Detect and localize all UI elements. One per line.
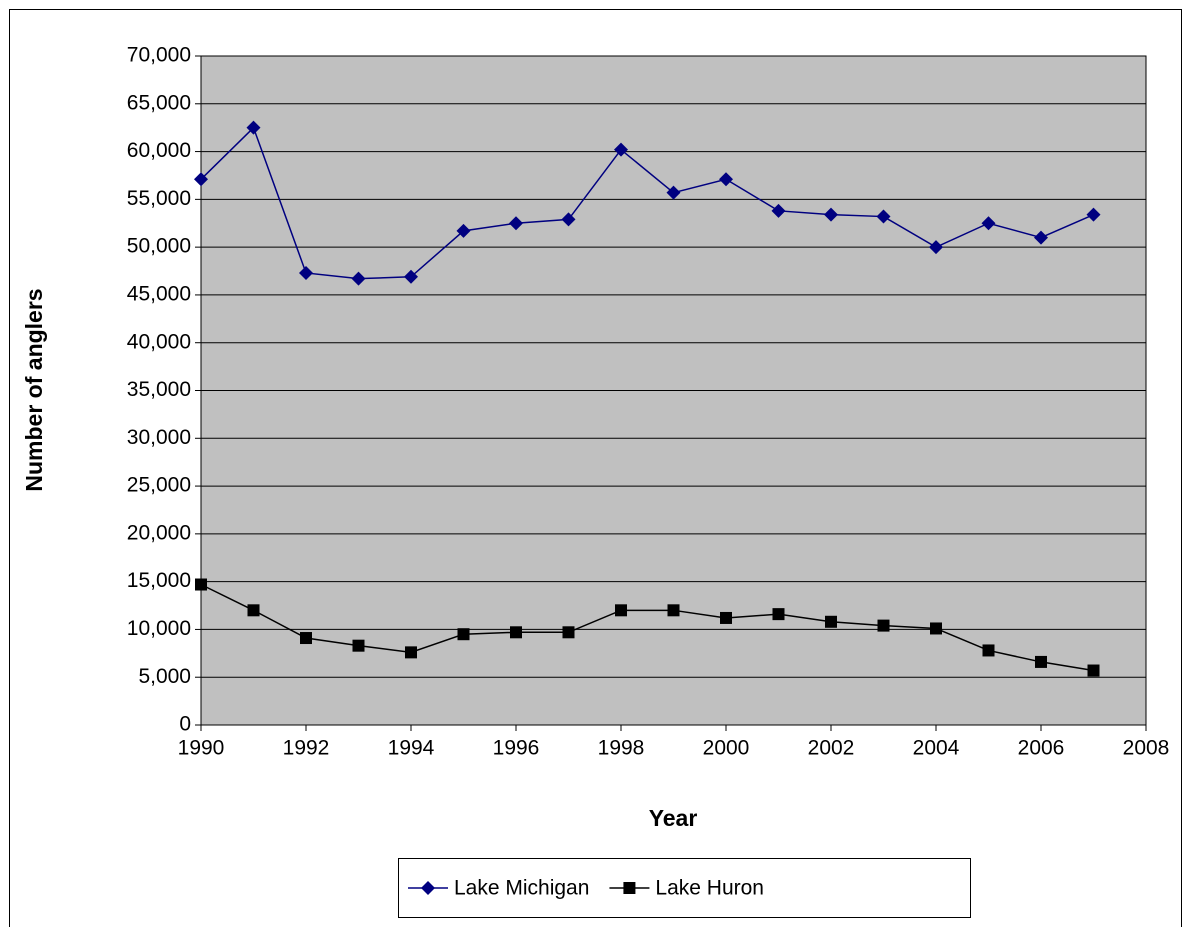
y-tick-label: 30,000 (127, 426, 191, 449)
marker-diamond (194, 172, 208, 187)
x-axis-label: Year (649, 805, 698, 831)
y-tick-label: 40,000 (127, 330, 191, 353)
marker-square (405, 646, 417, 659)
y-tick-label: 35,000 (127, 378, 191, 401)
marker-square (825, 615, 837, 628)
marker-diamond (561, 212, 576, 227)
x-tick-label: 1998 (598, 737, 645, 760)
series-line (200, 126, 1094, 280)
marker-square (562, 626, 575, 639)
legend-label: Lake Huron (655, 877, 764, 900)
marker-diamond (404, 269, 418, 284)
marker-diamond (246, 120, 261, 135)
marker-diamond (1086, 207, 1101, 222)
marker-square (772, 608, 785, 621)
y-tick-label: 50,000 (127, 235, 191, 258)
marker-diamond (929, 240, 943, 255)
y-tick-label: 60,000 (127, 139, 191, 162)
marker-diamond (351, 271, 366, 286)
marker-diamond (981, 216, 996, 231)
y-axis-label: Number of anglers (21, 288, 47, 491)
marker-square (510, 626, 522, 639)
x-tick-label: 2008 (1123, 737, 1170, 760)
x-tick-label: 1990 (178, 737, 225, 760)
y-tick-label: 55,000 (127, 187, 191, 210)
y-tick-label: 65,000 (127, 91, 191, 114)
marker-diamond (614, 142, 628, 157)
marker-square (352, 639, 365, 652)
marker-diamond (456, 223, 471, 238)
y-tick-label: 15,000 (127, 569, 191, 592)
marker-square (195, 578, 207, 591)
marker-square (1035, 655, 1047, 668)
marker-diamond (509, 216, 523, 231)
x-tick-label: 1996 (493, 737, 540, 760)
marker-diamond (824, 207, 838, 222)
marker-square (623, 882, 636, 894)
legend-label: Lake Michigan (454, 877, 589, 900)
marker-square (877, 619, 890, 632)
marker-diamond (719, 172, 733, 187)
legend: Lake Michigan Lake Huron (398, 858, 971, 918)
marker-diamond (876, 209, 891, 224)
marker-square (982, 644, 995, 657)
marker-square (300, 632, 312, 645)
marker-diamond (299, 265, 313, 280)
x-tick-label: 2000 (703, 737, 750, 760)
y-tick-label: 25,000 (127, 474, 191, 497)
marker-square (667, 604, 680, 617)
y-tick-label: 5,000 (138, 665, 191, 688)
x-tick-label: 1992 (283, 737, 330, 760)
chart-border (9, 9, 1182, 927)
marker-square (930, 622, 942, 635)
y-tick-label: 20,000 (127, 521, 191, 544)
y-tick-label: 70,000 (127, 44, 191, 67)
marker-diamond (666, 185, 681, 200)
legend-box (398, 858, 971, 918)
marker-diamond (771, 203, 786, 218)
x-tick-label: 1994 (388, 737, 435, 760)
y-tick-label: 0 (179, 713, 191, 736)
marker-diamond (1034, 230, 1048, 245)
marker-square (457, 628, 470, 641)
x-tick-label: 2004 (913, 737, 960, 760)
y-tick-label: 10,000 (127, 617, 191, 640)
marker-square (247, 604, 260, 617)
marker-square (615, 604, 627, 617)
marker-square (1087, 664, 1100, 677)
plot-border (200, 55, 1147, 726)
y-tick-label: 45,000 (127, 282, 191, 305)
marker-square (720, 611, 732, 624)
x-tick-label: 2002 (808, 737, 855, 760)
x-tick-label: 2006 (1018, 737, 1065, 760)
series-line (200, 583, 1094, 672)
marker-diamond (421, 881, 435, 895)
